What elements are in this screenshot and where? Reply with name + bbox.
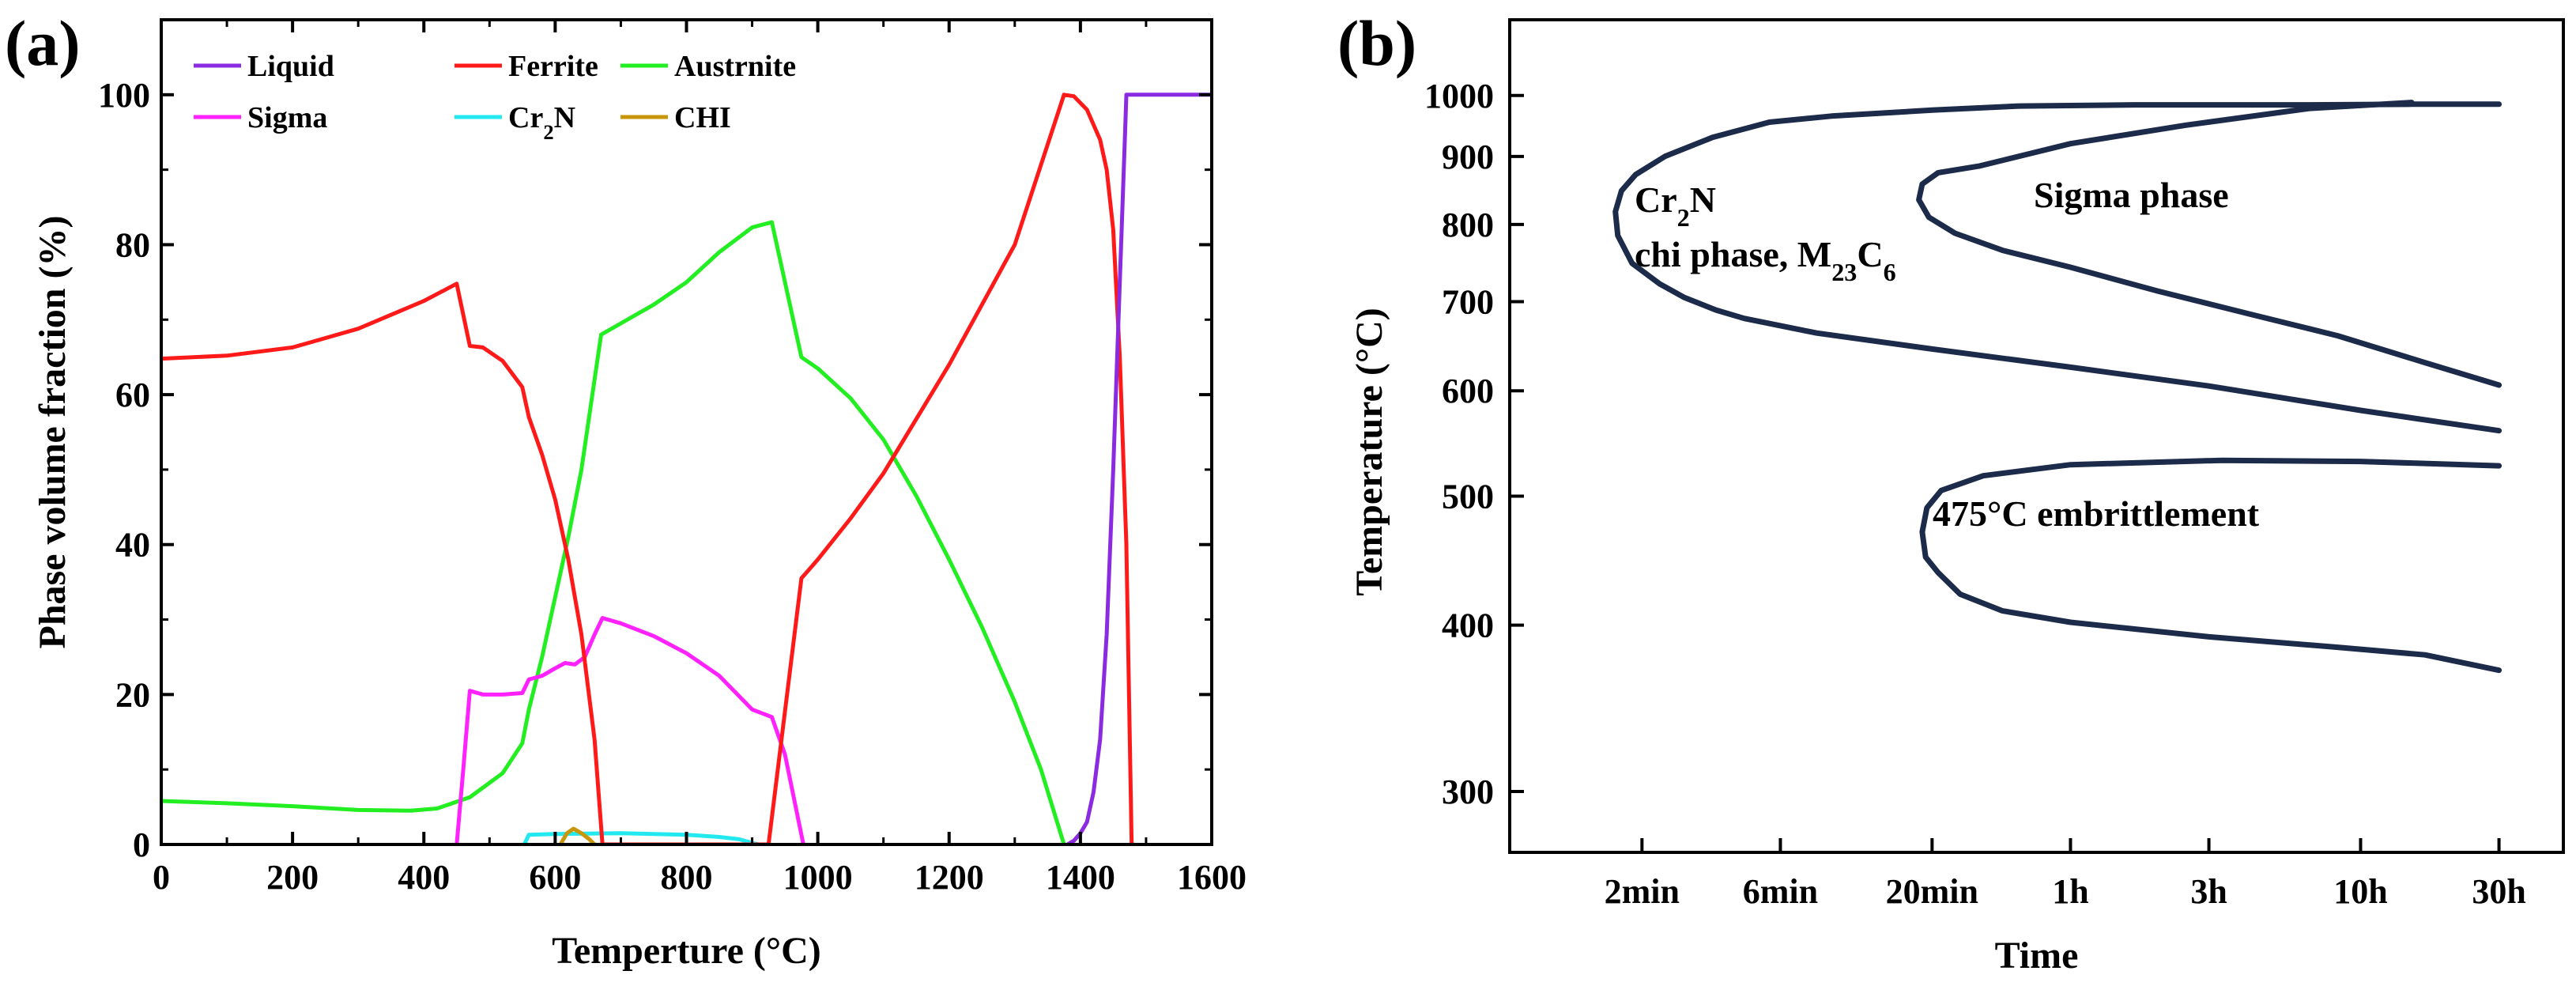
x-tick-label-a: 600 [529,858,581,897]
annotation-sigma-phase: Sigma phase [2034,175,2229,215]
c-curve-2 [1919,457,2502,674]
series-line-austrnite [161,220,1066,844]
x-tick-label-a: 400 [398,858,450,897]
y-tick-label-a: 60 [115,376,150,414]
legend-label-ferrite: Ferrite [508,50,598,83]
x-tick-label-b: 30h [2472,872,2525,911]
plot-frame-a [160,18,1213,846]
series-line-sigma [454,616,805,844]
y-tick-label-a: 40 [115,526,150,565]
x-tick-label-b: 6min [1743,872,1818,911]
x-tick-label-a: 1000 [783,858,853,897]
annotation-text-mid: C [1857,234,1883,274]
series-line-chi [558,826,596,844]
legend-text: Austrnite [674,50,796,83]
legend-label-liquid: Liquid [247,50,334,83]
x-tick-label-a: 1400 [1046,858,1115,897]
legend-subscript: 2 [543,120,553,144]
annotation-subscript-2: 6 [1884,258,1896,286]
y-tick-label-b: 500 [1442,478,1494,516]
annotation-text-tail: N [1690,179,1716,220]
panel-b: 2min 6min 20min 1h 3h 10h 30h 300 400 500 600 700 80… [1337,7,2565,977]
series-line-ferrite [161,93,1134,844]
x-tick-label-b: 20min [1886,872,1978,911]
annotation-475-embrittlement: 475°C embrittlement [1933,493,2260,534]
legend-text-tail: N [554,101,575,134]
legend-text: Liquid [247,50,334,83]
series-line-liquid [1066,93,1212,844]
x-tick-label-a: 1200 [915,858,984,897]
y-tick-label-b: 900 [1442,138,1494,176]
annotation-text: chi phase, M [1635,234,1831,274]
y-tick-label-a: 100 [98,76,150,115]
x-tick-label-b: 2min [1605,872,1680,911]
legend-text: Ferrite [508,50,598,83]
x-tick-label-b: 3h [2190,872,2227,911]
y-tick-label-b: 700 [1442,283,1494,322]
annotation-cr2n: Cr2N [1635,179,1716,232]
legend-label-cr2n: Cr2N [508,101,575,144]
legend-label-austrnite: Austrnite [674,50,796,83]
x-axis-label-b: Time [1995,935,2079,977]
panel-label-b: (b) [1337,7,1416,79]
legend-text: Cr [508,101,543,134]
y-tick-label-b: 400 [1442,606,1494,645]
x-tick-label-a: 1600 [1177,858,1247,897]
y-axis-label-a: Phase volume fraction (%) [32,216,74,649]
legend-text: CHI [674,101,731,134]
y-tick-label-b: 800 [1442,206,1494,244]
x-tick-label-b: 10h [2333,872,2387,911]
y-tick-label-b: 300 [1442,773,1494,811]
x-tick-label-a: 200 [266,858,319,897]
x-tick-label-a: 0 [153,858,170,897]
y-axis-label-b: Temperature (°C) [1348,308,1390,595]
y-tick-label-a: 0 [133,825,150,864]
x-axis-label-a: Temperture (°C) [552,930,820,972]
legend-label-chi: CHI [674,101,731,134]
y-tick-label-a: 20 [115,675,150,714]
y-tick-label-a: 80 [115,225,150,264]
annotation-text: Cr [1635,179,1677,220]
legend-label-sigma: Sigma [247,101,327,134]
x-tick-label-a: 800 [661,858,713,897]
panel-a: 0 200 400 600 800 1000 1200 1400 1600 0 20 40 60 80 10… [5,7,1247,972]
y-tick-label-b: 1000 [1424,77,1494,115]
y-tick-label-b: 600 [1442,372,1494,410]
c-curve-0 [1612,101,2502,434]
x-tick-label-b: 1h [2052,872,2088,911]
c-curve-1 [1916,100,2502,388]
plot-frame-b [1508,18,2565,854]
annotation-subscript: 2 [1677,203,1690,232]
panel-label-a: (a) [5,7,81,79]
annotation-chi-phase: chi phase, M23C6 [1635,234,1896,286]
series-group-a [161,93,1212,844]
annotation-subscript: 23 [1831,258,1857,286]
legend-text: Sigma [247,101,327,134]
